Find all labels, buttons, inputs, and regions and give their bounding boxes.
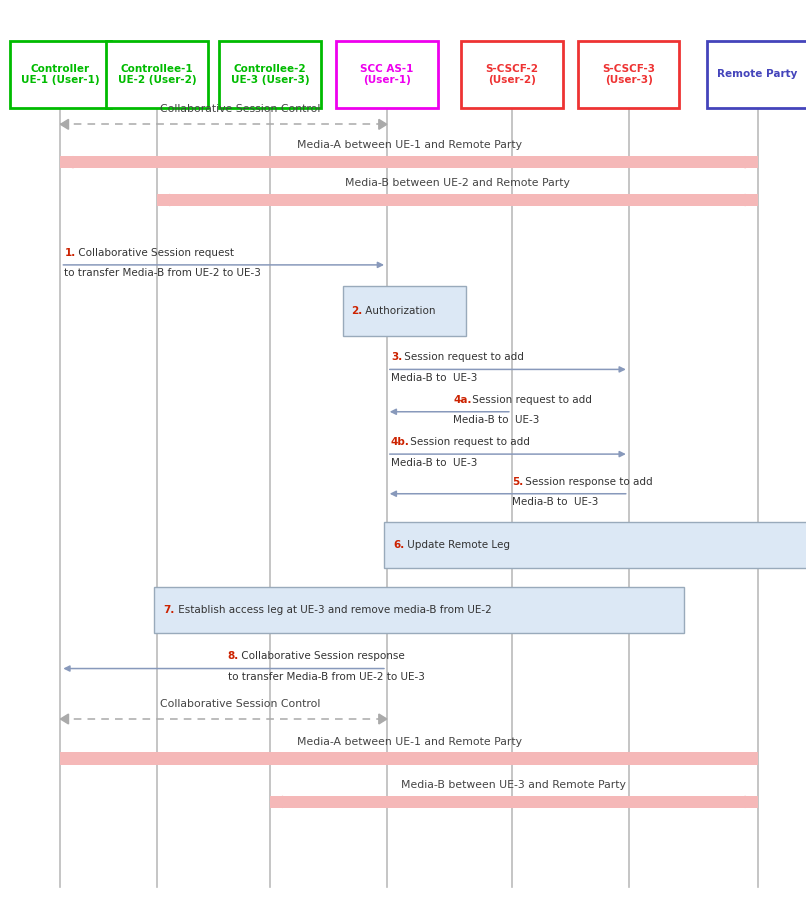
Polygon shape [60,157,73,168]
Text: Controllee-1
UE-2 (User-2): Controllee-1 UE-2 (User-2) [118,64,197,85]
Text: Collaborative Session request: Collaborative Session request [75,248,234,258]
FancyBboxPatch shape [154,587,684,633]
Polygon shape [745,796,758,807]
Text: Controller
UE-1 (User-1): Controller UE-1 (User-1) [21,64,100,85]
Polygon shape [379,714,387,724]
Polygon shape [745,195,758,205]
FancyBboxPatch shape [578,41,679,108]
Text: 1.: 1. [64,248,76,258]
Text: Remote Party: Remote Party [717,69,798,79]
Text: Media-A between UE-1 and Remote Party: Media-A between UE-1 and Remote Party [297,737,521,747]
Text: to transfer Media-B from UE-2 to UE-3: to transfer Media-B from UE-2 to UE-3 [227,672,425,682]
Text: Authorization: Authorization [362,305,435,316]
Text: 2.: 2. [351,305,362,316]
Text: Collaborative Session Control: Collaborative Session Control [160,105,320,114]
Bar [270,796,758,808]
Text: 3.: 3. [391,352,402,362]
FancyBboxPatch shape [384,523,806,569]
Text: Media-B to  UE-3: Media-B to UE-3 [512,497,598,507]
Bar [60,156,758,168]
FancyBboxPatch shape [461,41,563,108]
Text: 4a.: 4a. [453,395,472,405]
Text: Media-A between UE-1 and Remote Party: Media-A between UE-1 and Remote Party [297,141,521,150]
Text: Collaborative Session Control: Collaborative Session Control [160,699,320,709]
Text: Session request to add: Session request to add [406,437,530,447]
FancyBboxPatch shape [219,41,321,108]
Text: Collaborative Session response: Collaborative Session response [239,651,405,661]
Polygon shape [60,714,69,724]
Text: Controllee-2
UE-3 (User-3): Controllee-2 UE-3 (User-3) [231,64,310,85]
FancyBboxPatch shape [106,41,208,108]
Text: Media-B to  UE-3: Media-B to UE-3 [391,373,477,383]
FancyBboxPatch shape [10,41,111,108]
Text: Media-B between UE-2 and Remote Party: Media-B between UE-2 and Remote Party [345,178,570,188]
Text: Session response to add: Session response to add [522,477,653,487]
FancyBboxPatch shape [343,286,466,336]
Text: 8.: 8. [227,651,239,661]
Text: SCC AS-1
(User-1): SCC AS-1 (User-1) [360,64,413,85]
Text: Media-B between UE-3 and Remote Party: Media-B between UE-3 and Remote Party [401,780,626,790]
Text: 6.: 6. [393,540,405,551]
Polygon shape [745,753,758,764]
FancyBboxPatch shape [336,41,438,108]
Text: Update Remote Leg: Update Remote Leg [405,540,510,551]
Polygon shape [745,157,758,168]
Text: to transfer Media-B from UE-2 to UE-3: to transfer Media-B from UE-2 to UE-3 [64,268,261,278]
Polygon shape [270,796,283,807]
Text: Session request to add: Session request to add [401,352,524,362]
FancyBboxPatch shape [707,41,806,108]
Polygon shape [379,120,387,129]
Text: Media-B to  UE-3: Media-B to UE-3 [453,415,540,425]
Text: S-CSCF-2
(User-2): S-CSCF-2 (User-2) [485,64,538,85]
Text: 5.: 5. [512,477,523,487]
Bar [60,752,758,765]
Text: Media-B to  UE-3: Media-B to UE-3 [391,458,477,468]
Text: 4b.: 4b. [391,437,409,447]
Bar [157,194,758,206]
Polygon shape [60,120,69,129]
Text: S-CSCF-3
(User-3): S-CSCF-3 (User-3) [602,64,655,85]
Text: Session request to add: Session request to add [469,395,592,405]
Polygon shape [157,195,170,205]
Text: 7.: 7. [164,605,175,615]
Text: Establish access leg at UE-3 and remove media-B from UE-2: Establish access leg at UE-3 and remove … [175,605,492,615]
Polygon shape [60,753,73,764]
